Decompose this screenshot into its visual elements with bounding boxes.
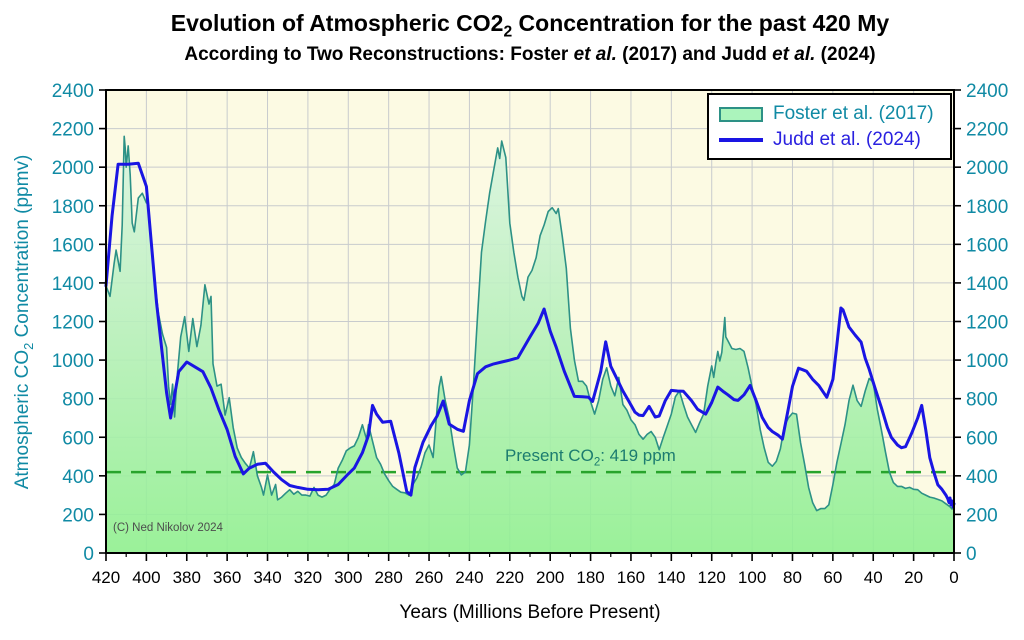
- y-tick-label-left: 1600: [52, 235, 94, 256]
- judd-line-swatch: [719, 138, 763, 142]
- y-tick-label-left: 2200: [52, 120, 94, 141]
- chart-subtitle: According to Two Reconstructions: Foster…: [40, 44, 1020, 66]
- foster-area: [106, 136, 954, 554]
- x-tick-label: 400: [132, 568, 160, 587]
- x-tick-label: 0: [949, 568, 958, 587]
- chart-subtitle-segment: (2017) and Judd: [616, 44, 773, 65]
- x-tick-label: 240: [455, 568, 483, 587]
- y-tick-label-right: 1800: [966, 197, 1008, 218]
- chart-subtitle-segment: According to Two Reconstructions: Foster: [184, 44, 574, 65]
- x-tick-label: 260: [415, 568, 443, 587]
- x-tick-label: 220: [496, 568, 524, 587]
- x-tick-label: 120: [698, 568, 726, 587]
- chart-title: Evolution of Atmospheric CO22 Concentrat…: [40, 10, 1020, 42]
- y-tick-label-right: 0: [966, 544, 977, 565]
- x-tick-label: 380: [173, 568, 201, 587]
- x-tick-label: 340: [253, 568, 281, 587]
- present-co2-annotation: Present CO2: 419 ppm: [505, 446, 676, 468]
- legend-item-foster: Foster et al. (2017): [719, 101, 950, 127]
- y-tick-label-right: 800: [966, 390, 998, 411]
- x-tick-label: 320: [294, 568, 322, 587]
- x-tick-label: 20: [904, 568, 923, 587]
- x-tick-label: 100: [738, 568, 766, 587]
- x-tick-label: 200: [536, 568, 564, 587]
- x-tick-label: 180: [576, 568, 604, 587]
- chart-title-text: Evolution of Atmospheric CO2: [170, 10, 504, 36]
- y-tick-label-right: 400: [966, 467, 998, 488]
- y-tick-label-left: 2400: [52, 81, 94, 102]
- y-tick-label-left: 1000: [52, 351, 94, 372]
- foster-line: [105, 135, 955, 512]
- x-tick-label: 160: [617, 568, 645, 587]
- chart-subtitle-segment: (2024): [815, 44, 876, 65]
- y-tick-label-left: 0: [83, 544, 94, 565]
- y-tick-label-left: 1400: [52, 274, 94, 295]
- y-tick-label-right: 1400: [966, 274, 1008, 295]
- y-tick-label-left: 800: [62, 390, 94, 411]
- chart-title-subscript: 2: [503, 23, 513, 41]
- present-co2-annotation-subscript: 2: [593, 456, 601, 469]
- y-axis-title: Atmospheric CO2 Concentration (ppmv): [12, 155, 36, 490]
- judd-line: [104, 161, 956, 509]
- present-co2-annotation-text: Present CO: [505, 446, 594, 465]
- copyright-note: (C) Ned Nikolov 2024: [113, 522, 223, 534]
- y-axis-title-suffix: Concentration (ppmv): [12, 154, 34, 343]
- x-tick-label: 140: [657, 568, 685, 587]
- y-tick-label-left: 1200: [52, 313, 94, 334]
- x-tick-label: 60: [823, 568, 842, 587]
- x-tick-label: 420: [92, 568, 120, 587]
- x-tick-label: 280: [374, 568, 402, 587]
- y-tick-label-left: 200: [62, 505, 94, 526]
- y-tick-label-left: 2000: [52, 158, 94, 179]
- y-tick-label-left: 1800: [52, 197, 94, 218]
- y-tick-label-left: 600: [62, 428, 94, 449]
- y-axis-title-subscript: 2: [20, 342, 36, 350]
- y-tick-label-right: 1200: [966, 313, 1008, 334]
- legend-label-judd: Judd et al. (2024): [773, 129, 921, 150]
- legend-label-foster: Foster et al. (2017): [773, 103, 934, 124]
- y-tick-label-right: 2000: [966, 158, 1008, 179]
- x-axis-title: Years (Millions Before Present): [399, 602, 661, 623]
- y-tick-label-right: 1000: [966, 351, 1008, 372]
- legend-item-judd: Judd et al. (2024): [719, 127, 950, 153]
- legend: Foster et al. (2017) Judd et al. (2024): [707, 93, 952, 160]
- foster-area-swatch: [719, 106, 763, 122]
- x-tick-label: 360: [213, 568, 241, 587]
- y-tick-label-right: 2400: [966, 81, 1008, 102]
- y-tick-label-left: 400: [62, 467, 94, 488]
- y-tick-label-right: 2200: [966, 120, 1008, 141]
- y-tick-label-right: 600: [966, 428, 998, 449]
- chart-subtitle-segment: et al.: [772, 44, 816, 65]
- x-tick-label: 80: [783, 568, 802, 587]
- y-tick-label-right: 1600: [966, 235, 1008, 256]
- y-axis-title-text: Atmospheric CO: [12, 349, 34, 490]
- present-co2-annotation-value: : 419 ppm: [600, 446, 676, 465]
- chart-subtitle-segment: et al.: [573, 44, 617, 65]
- x-tick-label: 40: [864, 568, 883, 587]
- chart-title-suffix: Concentration for the past 420 My: [512, 10, 890, 36]
- y-tick-label-right: 200: [966, 505, 998, 526]
- x-tick-label: 300: [334, 568, 362, 587]
